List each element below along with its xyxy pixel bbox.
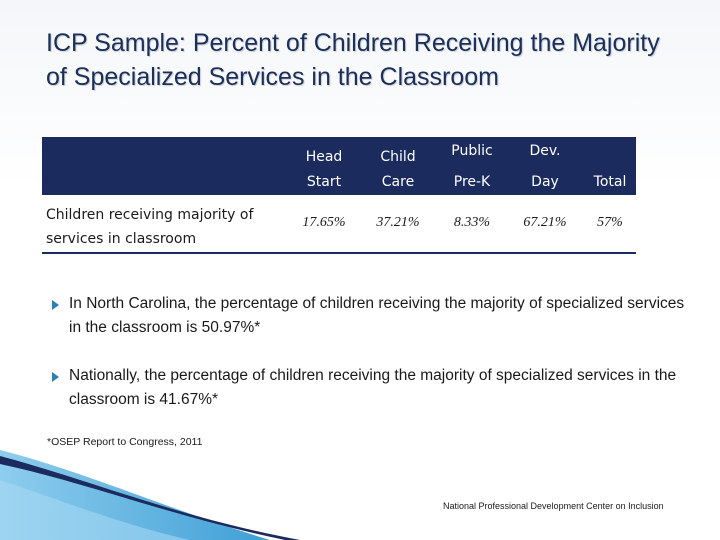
value-public-prek: 8.33% (453, 215, 491, 230)
decorative-wave (0, 450, 300, 540)
header-cell-head-start: Head Start (290, 137, 358, 195)
value-dev-day: 67.21% (523, 215, 567, 230)
row-label: Children receiving majority of services … (46, 207, 254, 247)
credit-text: National Professional Development Center… (443, 501, 664, 511)
bullet-item: Nationally, the percentage of children r… (52, 364, 692, 412)
slide-title: ICP Sample: Percent of Children Receivin… (46, 29, 660, 91)
footnote: *OSEP Report to Congress, 2011 (47, 436, 203, 448)
header-line: Pre-K (453, 174, 491, 190)
header-line: Start (306, 174, 342, 190)
bullet-list: In North Carolina, the percentage of chi… (52, 292, 692, 436)
value-head-start: 17.65% (302, 215, 346, 230)
header-cell-child-care: Child Care (364, 137, 432, 195)
header-cell-public-prek: Public Pre-K (436, 137, 508, 195)
table-row: Children receiving majority of services … (42, 195, 636, 254)
header-line: Dev. (529, 143, 561, 159)
table-header-row: Head Start Child Care Public Pre-K Dev. … (42, 137, 636, 195)
bullet-arrow-icon (52, 372, 59, 382)
data-table: Head Start Child Care Public Pre-K Dev. … (42, 137, 636, 254)
bullet-text: Nationally, the percentage of children r… (69, 367, 677, 408)
header-line: Child (380, 149, 416, 165)
bullet-arrow-icon (52, 300, 59, 310)
header-cell-total: Total (582, 137, 638, 195)
header-cell-dev-day: Dev. Day (512, 137, 578, 195)
header-line: Total (593, 174, 627, 190)
header-line: Head (305, 149, 343, 165)
value-total: 57% (597, 215, 623, 230)
wave-highlight (0, 480, 190, 540)
value-child-care: 37.21% (376, 215, 420, 230)
bullet-text: In North Carolina, the percentage of chi… (69, 295, 685, 336)
bullet-item: In North Carolina, the percentage of chi… (52, 292, 692, 340)
header-line: Care (381, 174, 415, 190)
header-line: Day (531, 174, 559, 190)
header-line: Public (451, 143, 493, 159)
